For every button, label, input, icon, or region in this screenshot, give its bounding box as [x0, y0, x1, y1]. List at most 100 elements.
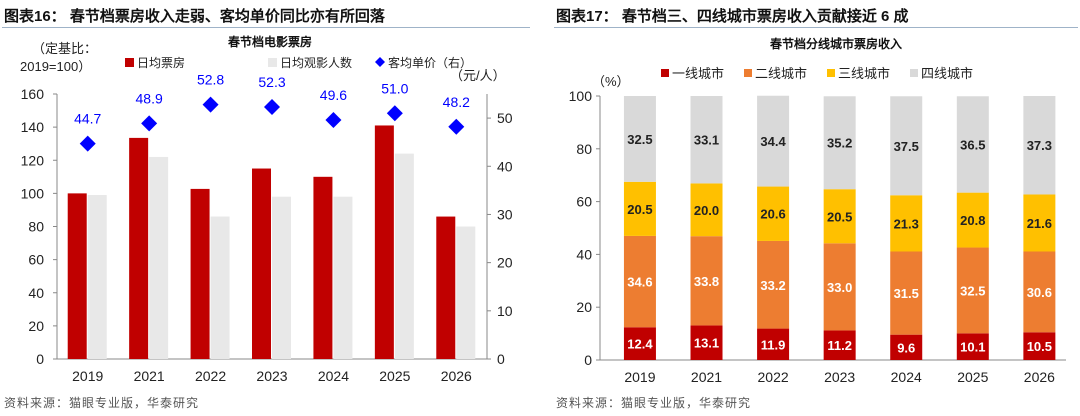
y-tick-label: 140: [21, 119, 45, 135]
legend-label: 三线城市: [838, 66, 890, 81]
data-label: 10.5: [1027, 339, 1052, 354]
x-tick-label: 2025: [379, 368, 410, 384]
data-label: 33.0: [827, 280, 852, 295]
data-label: 31.5: [894, 286, 919, 301]
x-tick-label: 2019: [72, 368, 103, 384]
x-tick-label: 2026: [1024, 369, 1055, 385]
point-avg-price: [264, 99, 280, 116]
stacked-bar-segment: [1023, 194, 1056, 252]
data-label: 34.4: [760, 134, 786, 149]
y-tick-label: 60: [576, 194, 592, 210]
y-axis-label: （%）: [592, 74, 630, 89]
y-tick-label: 40: [576, 246, 592, 262]
stacked-bar-segment: [757, 240, 790, 329]
stacked-bar-segment: [623, 96, 656, 182]
y-axis-label: 2019=100）: [20, 59, 91, 74]
data-label: 33.1: [694, 133, 719, 148]
data-label-avg-price: 52.3: [258, 74, 285, 90]
data-label: 33.8: [694, 274, 719, 289]
stacked-bar-segment: [1023, 332, 1056, 360]
stacked-bar-segment: [757, 186, 790, 241]
legend-label: 一线城市: [672, 66, 724, 81]
y-tick-label: 80: [28, 219, 44, 235]
stacked-bar-segment: [623, 327, 656, 360]
y-tick-label: 100: [21, 185, 45, 201]
bar-daily-box-office: [129, 137, 149, 359]
y-tick-label: 120: [21, 152, 45, 168]
data-label-avg-price: 48.2: [443, 94, 470, 110]
data-label-avg-price: 44.7: [74, 111, 101, 127]
data-label: 32.5: [627, 132, 652, 147]
data-label: 13.1: [694, 336, 719, 351]
stacked-bar-segment: [690, 183, 723, 237]
bar-daily-attendance: [456, 226, 476, 359]
y2-tick-label: 50: [497, 110, 513, 126]
bar-daily-attendance: [333, 196, 353, 359]
y-tick-label: 0: [36, 351, 44, 367]
y2-tick-label: 20: [497, 255, 513, 271]
bar-daily-box-office: [252, 168, 271, 359]
stacked-bar-segment: [956, 247, 989, 334]
data-label: 20.5: [827, 209, 852, 224]
data-label-avg-price: 52.8: [197, 72, 224, 88]
y-tick-label: 100: [569, 88, 593, 104]
stacked-bar-segment: [956, 96, 989, 193]
legend-label: 四线城市: [921, 66, 973, 81]
bar-daily-attendance: [149, 156, 169, 359]
x-tick-label: 2021: [134, 368, 165, 384]
stacked-bar-segment: [956, 333, 989, 360]
data-label: 36.5: [960, 137, 985, 152]
y2-tick-label: 30: [497, 206, 513, 222]
data-label: 33.2: [760, 278, 785, 293]
stacked-bar-segment: [890, 251, 923, 335]
y-axis-label: （定基比：: [32, 41, 97, 56]
left-source: 资料来源：猫眼专业版，华泰研究: [4, 396, 200, 410]
right-title-rule: [554, 27, 1078, 28]
x-tick-label: 2023: [256, 368, 287, 384]
stacked-bar-segment: [823, 243, 856, 331]
bar-daily-box-office: [374, 125, 394, 359]
stacked-bar-segment: [690, 325, 723, 360]
bar-daily-box-office: [436, 216, 456, 359]
legend-swatch: [375, 57, 385, 67]
y2-tick-label: 0: [497, 351, 505, 367]
y2-axis-label: （元/人）: [450, 68, 506, 83]
stacked-bar-segment: [823, 189, 856, 244]
data-label: 11.9: [761, 337, 786, 352]
stacked-bar-segment: [823, 96, 856, 190]
bar-daily-attendance: [210, 216, 230, 359]
bar-daily-attendance: [87, 195, 107, 359]
left-title-rule: [2, 27, 530, 28]
y-tick-label: 60: [28, 252, 44, 268]
data-label: 12.4: [627, 337, 653, 352]
point-avg-price: [448, 118, 465, 135]
stacked-bar-segment: [690, 96, 723, 184]
stacked-bar-segment: [1023, 96, 1056, 195]
data-label: 34.6: [627, 275, 652, 290]
y-tick-label: 80: [576, 141, 592, 157]
data-label: 21.6: [1027, 216, 1052, 231]
stacked-bar-segment: [956, 192, 989, 248]
legend-label: 二线城市: [755, 66, 807, 81]
x-tick-label: 2024: [891, 369, 922, 385]
legend-swatch: [268, 58, 277, 67]
x-tick-label: 2024: [318, 368, 349, 384]
legend-label: 日均观影人数: [280, 55, 352, 70]
data-label-avg-price: 51.0: [381, 80, 408, 96]
chart-title: 春节档电影票房: [227, 34, 312, 49]
left-figure-title: 图表16： 春节档票房收入走弱、客均单价同比亦有所回落: [4, 8, 385, 25]
chart-title: 春节档分线城市票房收入: [769, 36, 902, 51]
x-tick-label: 2022: [195, 368, 226, 384]
stacked-bar-segment: [623, 235, 656, 328]
y2-tick-label: 40: [497, 158, 513, 174]
data-label: 30.6: [1027, 285, 1052, 300]
legend-label: 客均单价（右）: [388, 55, 472, 70]
stacked-bar-segment: [890, 195, 923, 252]
bar-daily-box-office: [313, 176, 333, 359]
y-tick-label: 40: [28, 285, 44, 301]
legend-swatch: [661, 69, 669, 77]
y2-tick-label: 10: [497, 303, 513, 319]
data-label: 20.8: [960, 213, 985, 228]
x-tick-label: 2021: [691, 369, 722, 385]
